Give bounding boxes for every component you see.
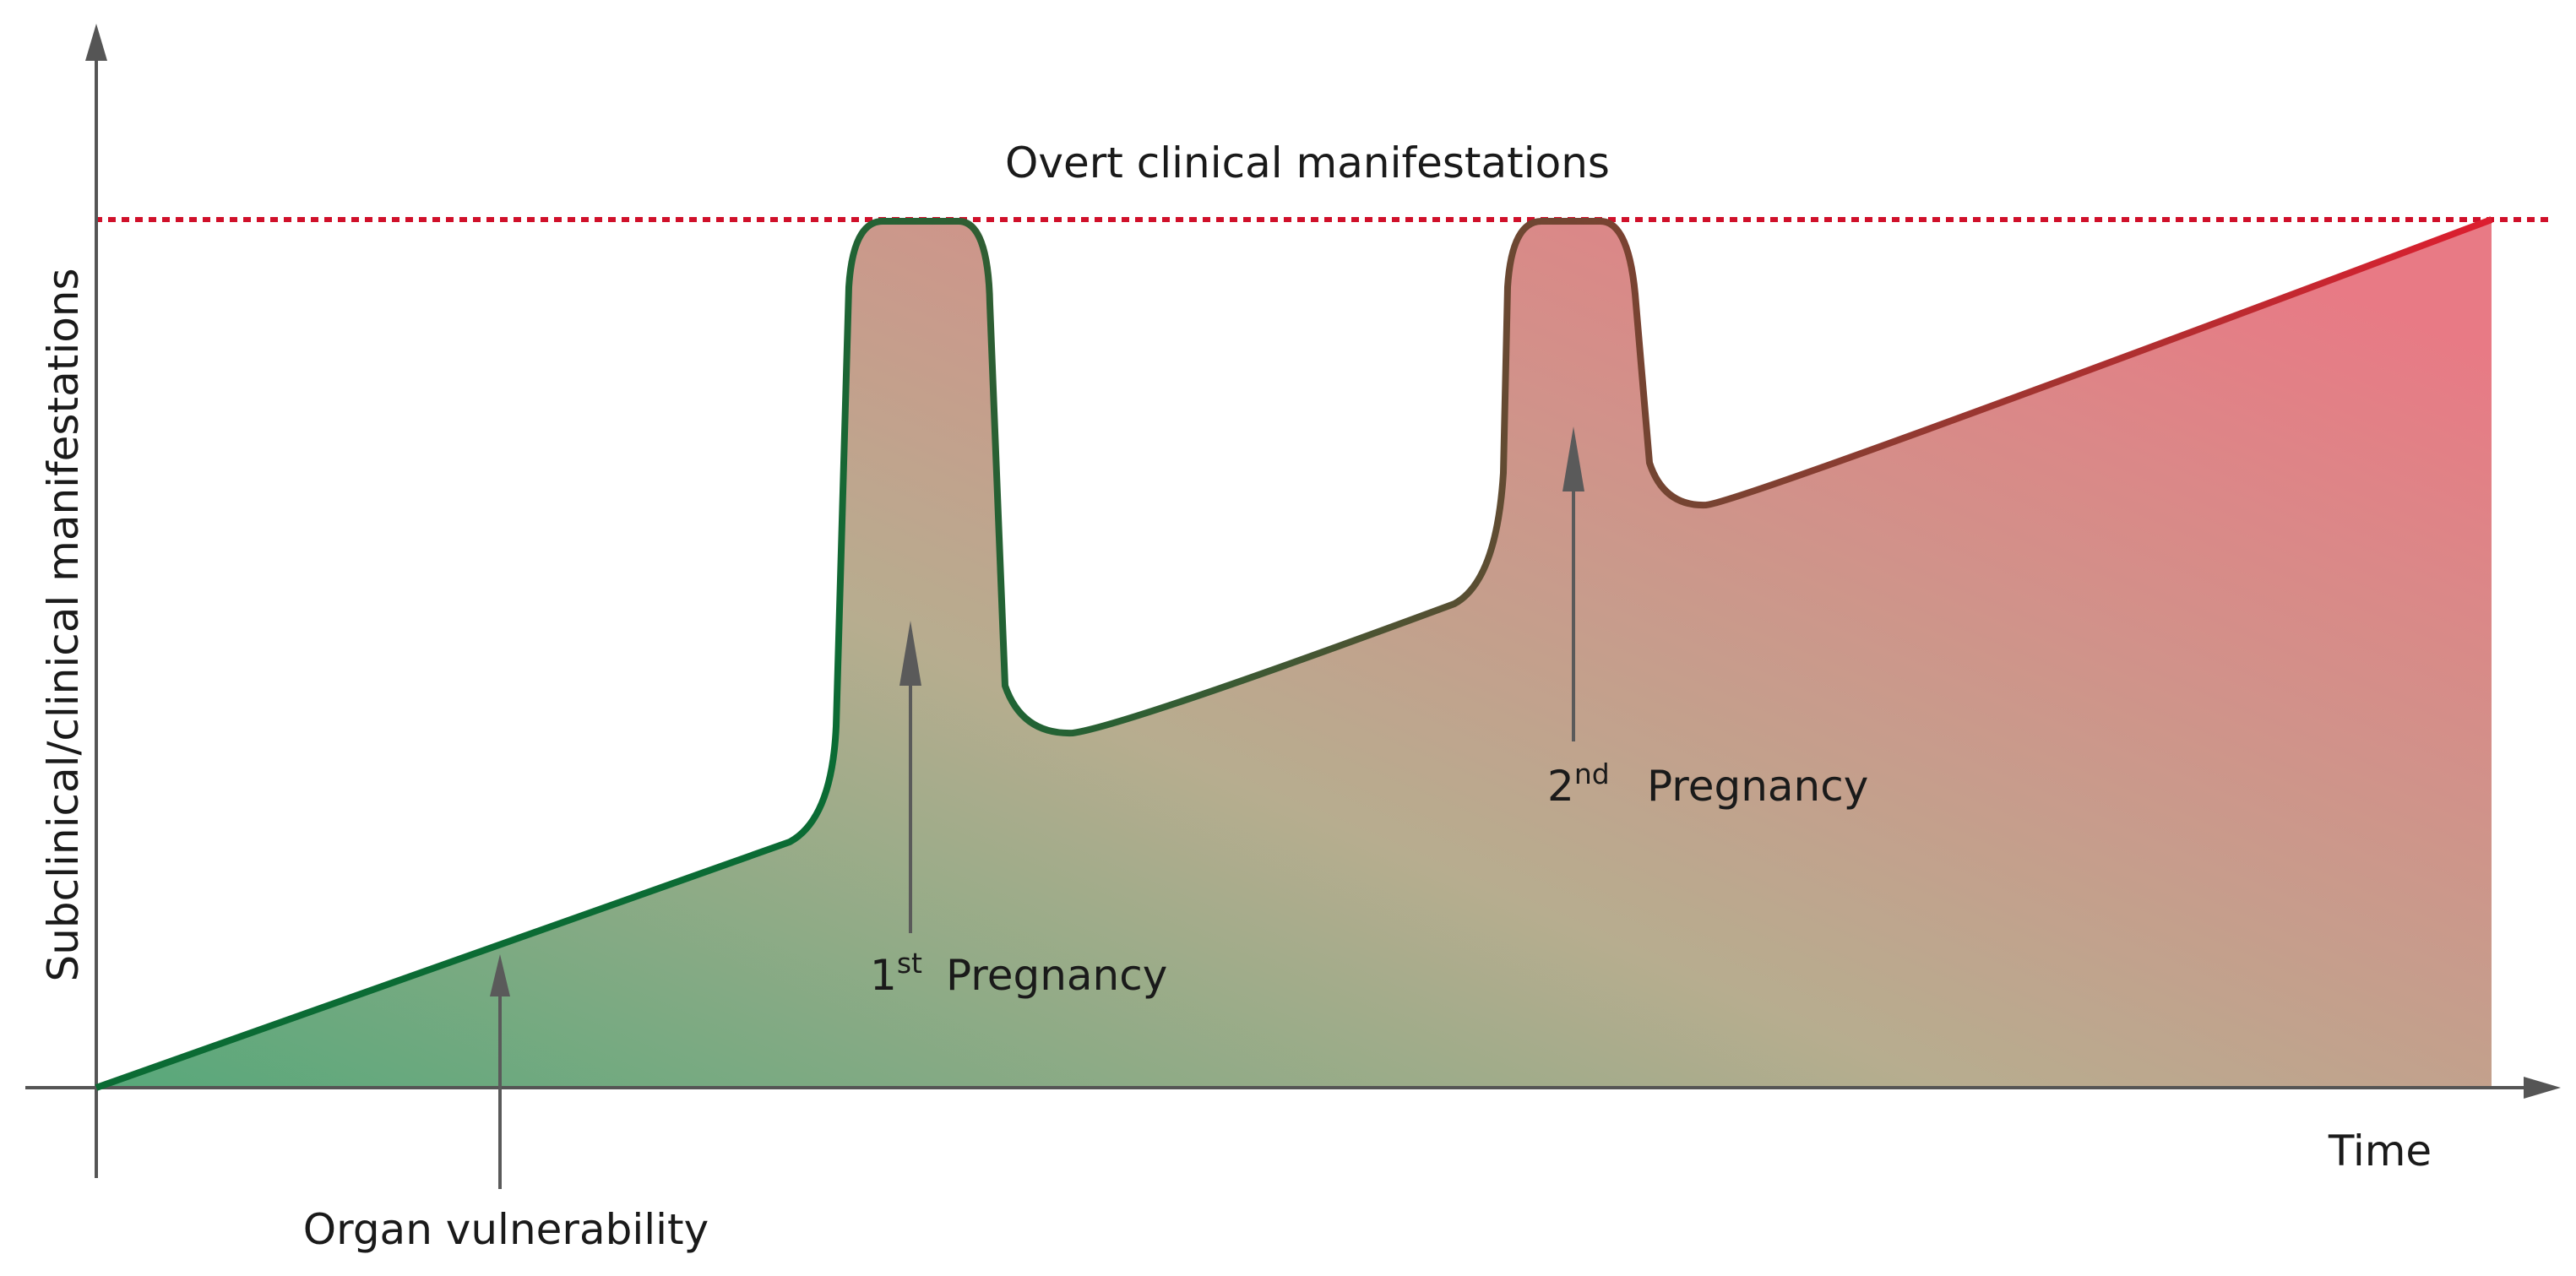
y-axis-label: Subclinical/clinical manifestations [39,268,88,981]
first-pregnancy-suffix: st [897,947,922,980]
manifestation-curve [95,216,2493,1091]
second-pregnancy-ordinal: 2 [1547,762,1574,811]
second-pregnancy-suffix: nd [1574,757,1610,790]
first-pregnancy-word: Pregnancy [946,951,1167,1000]
second-pregnancy-word: Pregnancy [1647,762,1868,811]
organ-vulnerability-arrowhead [490,954,510,996]
x-axis-label: Time [2328,1127,2432,1176]
x-axis-arrowhead [2524,1077,2561,1099]
second-pregnancy-arrowhead [1562,426,1584,491]
manifestation-area [96,220,2492,1088]
second-pregnancy-label: 2nd Pregnancy [1547,757,1868,811]
first-pregnancy-arrowhead [899,621,921,686]
first-pregnancy-ordinal: 1 [870,951,897,1000]
threshold-label: Overt clinical manifestations [1005,138,1610,187]
y-axis-arrowhead [85,24,107,61]
organ-vulnerability-label: Organ vulnerability [303,1205,709,1254]
first-pregnancy-label: 1st Pregnancy [870,947,1167,1000]
